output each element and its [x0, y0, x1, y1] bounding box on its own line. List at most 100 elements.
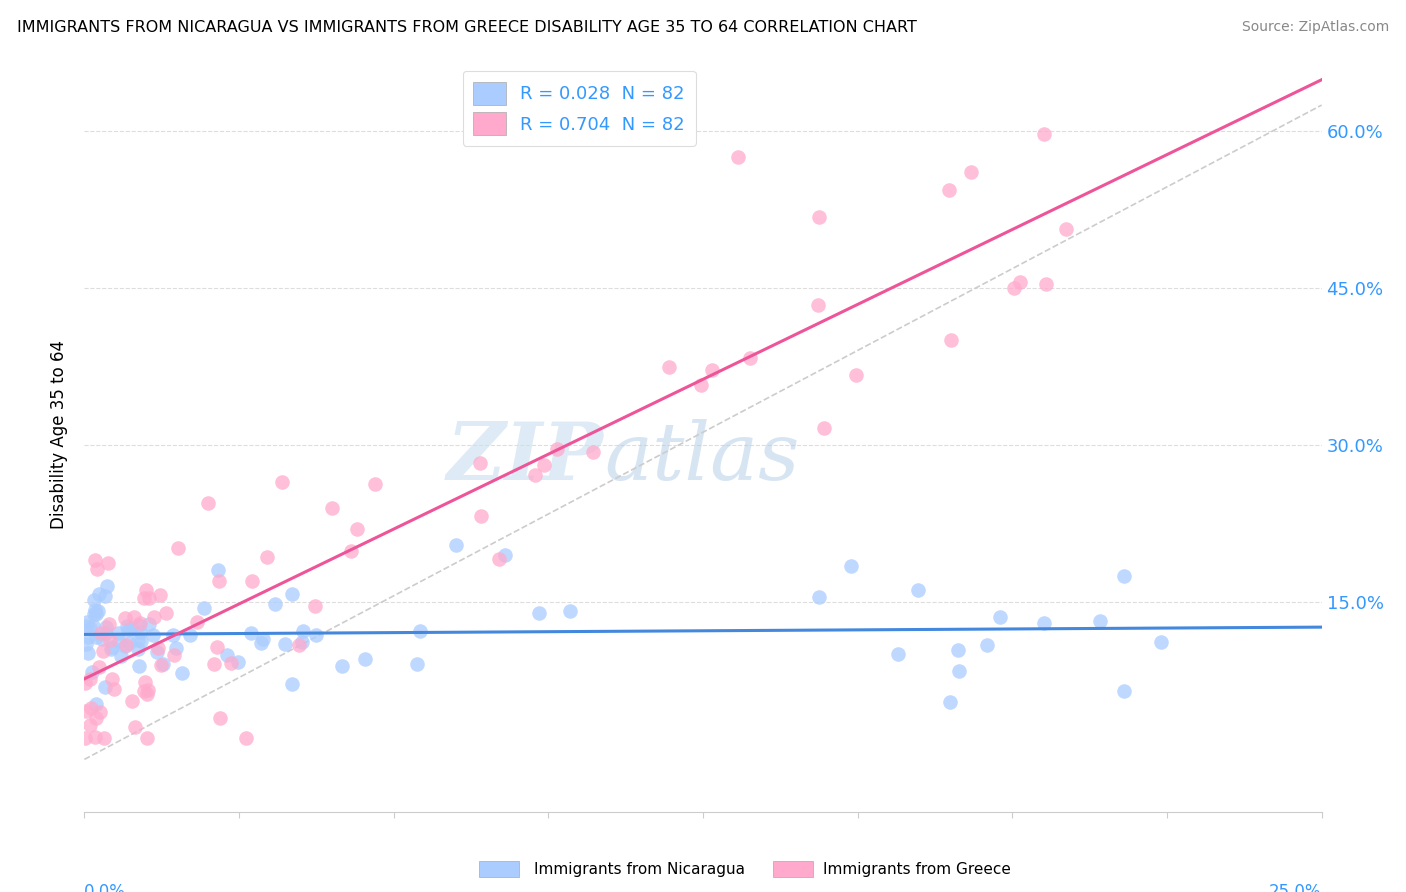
Point: [121, 693, 143, 707]
Point: [252, 632, 274, 646]
Point: [149, 588, 172, 602]
Point: [960, 165, 983, 179]
Point: [207, 563, 229, 577]
Point: [209, 711, 232, 725]
Point: [89, 706, 111, 720]
Point: [219, 657, 242, 671]
Point: [339, 543, 361, 558]
Point: [702, 363, 724, 377]
Point: [470, 509, 492, 524]
Text: 0.0%: 0.0%: [84, 883, 127, 892]
Point: [406, 657, 429, 671]
Text: ZIP: ZIP: [447, 418, 605, 496]
Point: [273, 637, 295, 651]
Point: [494, 548, 516, 562]
Point: [205, 640, 228, 654]
Point: [91, 632, 114, 647]
Point: [690, 378, 713, 392]
Point: [807, 298, 830, 312]
Point: [354, 652, 377, 666]
Point: [304, 599, 326, 613]
Text: Source: ZipAtlas.com: Source: ZipAtlas.com: [1241, 20, 1389, 34]
Point: [77, 647, 100, 661]
Point: [165, 640, 187, 655]
Point: [129, 625, 152, 640]
Text: atlas: atlas: [605, 418, 800, 496]
Point: [1150, 635, 1173, 649]
Point: [186, 615, 208, 629]
Point: [527, 606, 550, 620]
Point: [97, 556, 120, 570]
Point: [546, 442, 568, 457]
Point: [939, 333, 962, 347]
Point: [193, 601, 215, 615]
Point: [841, 558, 863, 573]
Point: [108, 634, 131, 648]
Point: [256, 549, 278, 564]
Point: [1112, 684, 1135, 698]
Point: [75, 704, 97, 718]
Point: [582, 445, 605, 459]
Point: [86, 607, 108, 621]
Point: [122, 610, 145, 624]
Point: [558, 604, 581, 618]
Point: [291, 635, 314, 649]
Point: [409, 624, 432, 639]
Point: [120, 621, 142, 635]
Point: [281, 586, 304, 600]
Point: [128, 616, 150, 631]
Point: [172, 665, 194, 680]
Point: [321, 501, 343, 516]
Point: [77, 630, 100, 644]
Text: IMMIGRANTS FROM NICARAGUA VS IMMIGRANTS FROM GREECE DISABILITY AGE 35 TO 64 CORR: IMMIGRANTS FROM NICARAGUA VS IMMIGRANTS …: [17, 20, 917, 35]
Point: [146, 644, 169, 658]
Point: [143, 609, 166, 624]
Point: [988, 610, 1011, 624]
Point: [75, 618, 97, 632]
Point: [135, 731, 157, 746]
Point: [134, 674, 156, 689]
Point: [1088, 614, 1111, 628]
Point: [114, 639, 136, 653]
Point: [240, 574, 263, 589]
Point: [101, 640, 124, 655]
Point: [533, 458, 555, 473]
Point: [79, 673, 101, 687]
Point: [103, 682, 125, 697]
Point: [94, 680, 117, 694]
Point: [94, 590, 117, 604]
Point: [117, 624, 139, 638]
Point: [90, 625, 112, 640]
Point: [939, 695, 962, 709]
Point: [346, 522, 368, 536]
Point: [117, 635, 139, 649]
Point: [75, 637, 97, 651]
Point: [215, 648, 238, 663]
Point: [114, 611, 136, 625]
Point: [291, 624, 314, 639]
Point: [845, 368, 868, 383]
Point: [658, 359, 681, 374]
Point: [813, 421, 835, 435]
Point: [162, 628, 184, 642]
Point: [98, 632, 121, 647]
Point: [202, 657, 225, 671]
Point: [80, 700, 103, 714]
Point: [948, 664, 970, 678]
Point: [127, 641, 149, 656]
Point: [807, 590, 830, 604]
Y-axis label: Disability Age 35 to 64: Disability Age 35 to 64: [51, 341, 69, 529]
Point: [152, 657, 174, 671]
Point: [938, 183, 960, 197]
Point: [97, 617, 120, 632]
Point: [80, 665, 103, 679]
Point: [96, 579, 118, 593]
Text: Immigrants from Greece: Immigrants from Greece: [823, 863, 1011, 877]
Point: [1035, 277, 1057, 291]
Point: [107, 625, 129, 640]
Point: [167, 541, 190, 555]
Point: [124, 720, 146, 734]
Point: [136, 682, 159, 697]
Point: [87, 587, 110, 601]
Point: [132, 591, 155, 605]
